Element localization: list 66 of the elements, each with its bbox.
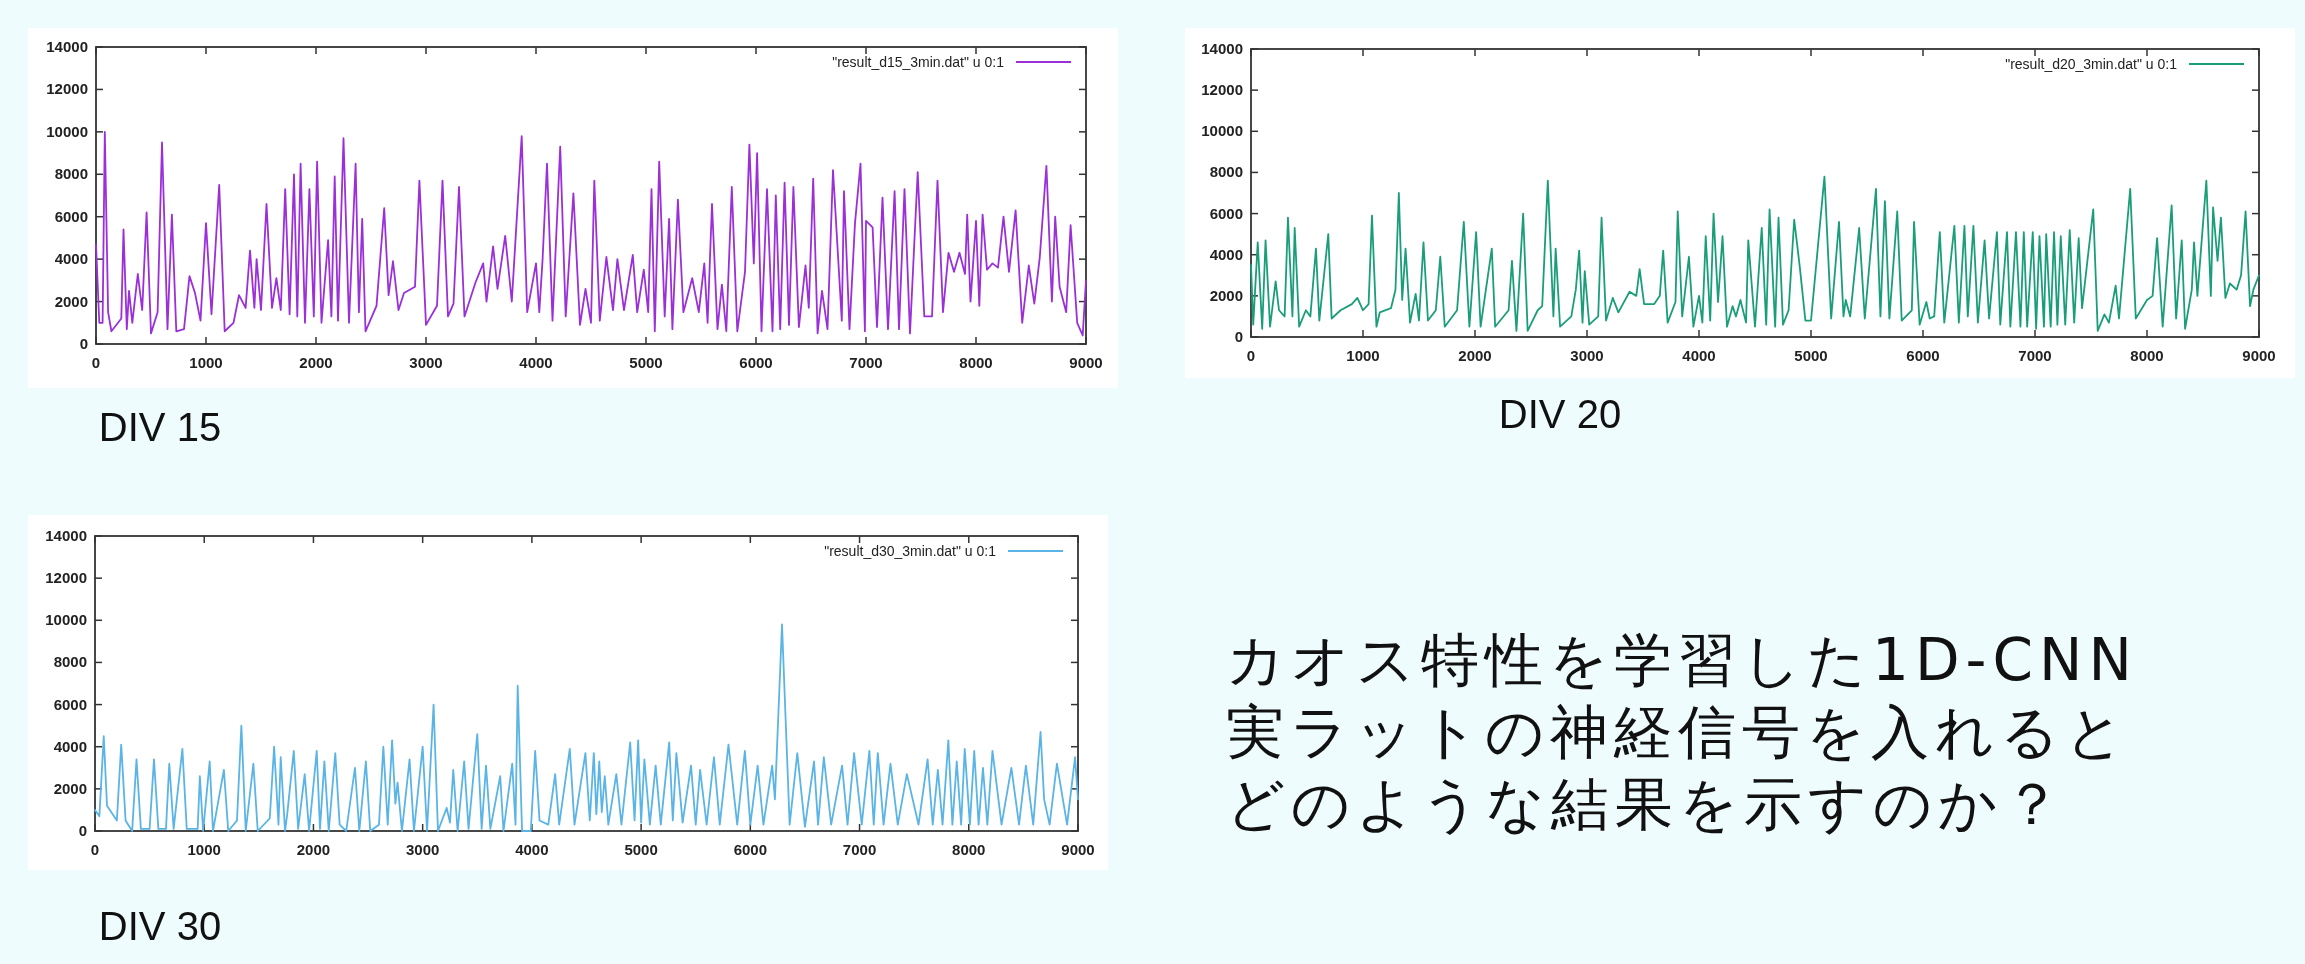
- x-tick-label: 6000: [739, 354, 773, 371]
- y-tick-label: 8000: [54, 165, 88, 183]
- x-tick-label: 0: [1246, 347, 1256, 364]
- x-tick-label: 4000: [515, 841, 549, 858]
- text: 実ラットの神経信号を入れると: [1226, 698, 2130, 766]
- y-tick-label: 6000: [53, 695, 87, 713]
- y-tick-label: 14000: [45, 527, 87, 544]
- y-tick-label: 14000: [46, 38, 88, 55]
- y-tick-label: 10000: [46, 122, 88, 140]
- x-tick-label: 8000: [952, 841, 986, 858]
- y-tick-label: 0: [1234, 328, 1243, 345]
- y-tick-label: 2000: [54, 292, 88, 310]
- y-tick-label: 4000: [53, 737, 87, 755]
- x-tick-label: 2000: [299, 354, 333, 371]
- y-tick-label: 6000: [54, 207, 88, 225]
- x-tick-label: 3000: [409, 354, 443, 371]
- x-tick-label: 9000: [1061, 841, 1095, 858]
- x-tick-label: 0: [91, 354, 101, 371]
- x-tick-label: 8000: [2130, 347, 2164, 364]
- x-tick-label: 6000: [1906, 347, 1940, 364]
- x-tick-label: 4000: [519, 354, 553, 371]
- x-tick-label: 5000: [629, 354, 663, 371]
- x-tick-label: 2000: [296, 841, 331, 858]
- x-tick-label: 2000: [1458, 347, 1492, 364]
- text: どのような結果を示すのか？: [1226, 770, 2067, 838]
- x-tick-label: 4000: [1682, 347, 1716, 364]
- x-tick-label: 1000: [187, 841, 221, 858]
- x-tick-label: 5000: [1794, 347, 1828, 364]
- y-tick-label: 2000: [53, 779, 87, 797]
- y-tick-label: 6000: [1209, 204, 1243, 222]
- text: DIV 30: [98, 904, 222, 948]
- line-series: [94, 623, 1079, 832]
- line-series: [1250, 175, 2260, 332]
- x-tick-label: 3000: [1570, 347, 1604, 364]
- y-tick-label: 2000: [1209, 286, 1243, 304]
- y-tick-label: 4000: [1209, 245, 1243, 263]
- y-tick-label: 8000: [1209, 163, 1243, 181]
- x-tick-label: 7000: [849, 354, 883, 371]
- text: DIV 15: [98, 405, 222, 449]
- y-tick-label: 8000: [53, 653, 87, 671]
- y-tick-label: 12000: [45, 569, 87, 587]
- y-tick-label: 12000: [46, 80, 88, 98]
- legend-label: "result_d30_3min.dat" u 0:1: [824, 543, 997, 559]
- x-tick-label: 8000: [959, 354, 993, 371]
- x-tick-label: 9000: [2242, 347, 2276, 364]
- x-tick-label: 1000: [1346, 347, 1380, 364]
- legend-label: "result_d15_3min.dat" u 0:1: [832, 54, 1005, 70]
- y-tick-label: 10000: [45, 611, 87, 629]
- x-tick-label: 7000: [2018, 347, 2052, 364]
- y-tick-label: 4000: [54, 250, 88, 268]
- y-tick-label: 10000: [1201, 122, 1243, 140]
- y-tick-label: 0: [79, 335, 88, 352]
- text: DIV 20: [1498, 392, 1622, 436]
- y-tick-label: 14000: [1201, 40, 1243, 57]
- x-tick-label: 9000: [1069, 354, 1103, 371]
- x-tick-label: 3000: [405, 841, 440, 858]
- text: カオス特性を学習した1D-CNN: [1226, 626, 2138, 694]
- x-tick-label: 6000: [733, 841, 768, 858]
- x-tick-label: 1000: [189, 354, 223, 371]
- line-series: [95, 130, 1087, 337]
- x-tick-label: 5000: [624, 841, 658, 858]
- y-tick-label: 0: [78, 822, 87, 839]
- x-tick-label: 7000: [842, 841, 877, 858]
- legend-label: "result_d20_3min.dat" u 0:1: [2005, 56, 2178, 72]
- y-tick-label: 12000: [1201, 81, 1243, 99]
- x-tick-label: 0: [90, 841, 100, 858]
